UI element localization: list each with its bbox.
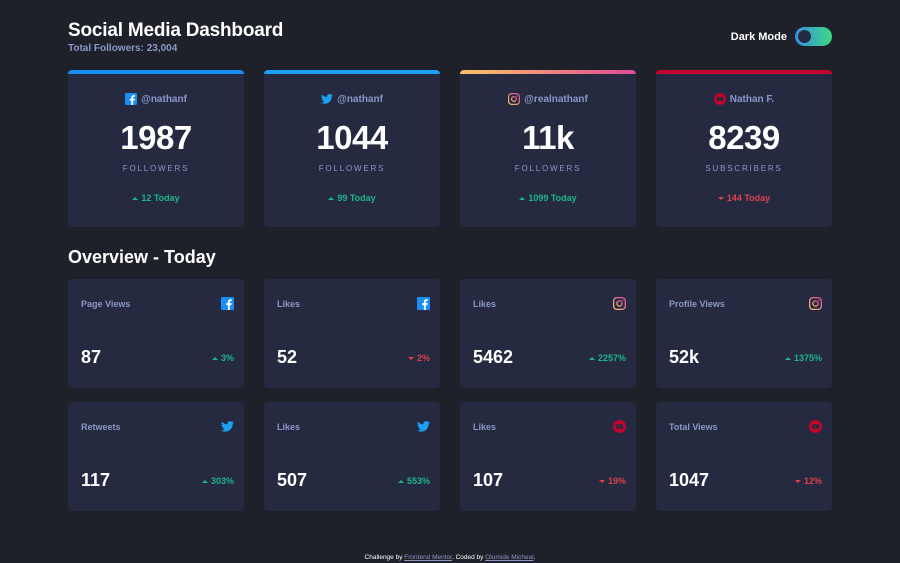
today-change: 99 Today <box>337 193 376 203</box>
total-followers: Total Followers: 23,004 <box>68 43 178 54</box>
card-top-bar <box>656 70 832 74</box>
youtube-icon <box>809 420 822 433</box>
facebook-icon <box>125 93 138 105</box>
card-handle: @realnathanf <box>524 93 588 105</box>
overview-percent: 2257% <box>597 353 626 363</box>
overview-label: Likes <box>277 422 301 432</box>
arrow-down-icon <box>794 479 801 483</box>
overview-label: Page Views <box>81 299 131 309</box>
follower-cards: @nathanf 1987 FOLLOWERS 12 Today @nathan… <box>68 70 832 227</box>
card-facebook[interactable]: @nathanf 1987 FOLLOWERS 12 Today <box>68 70 244 227</box>
card-twitter[interactable]: @nathanf 1044 FOLLOWERS 99 Today <box>264 70 440 227</box>
arrow-up-icon <box>328 196 335 200</box>
overview-value: 117 <box>81 470 111 490</box>
card-top-bar <box>264 70 440 74</box>
overview-title: Overview - Today <box>68 247 216 267</box>
overview-value: 1047 <box>669 470 710 490</box>
follower-count: 8239 <box>708 119 780 156</box>
attribution-footer: Challenge by Frontend Mentor. Coded by O… <box>0 554 900 561</box>
overview-card[interactable]: Page Views 87 3% <box>68 279 244 388</box>
overview-label: Likes <box>277 299 301 309</box>
facebook-icon <box>417 297 430 310</box>
author-link[interactable]: Olumide Micheal <box>485 554 534 561</box>
card-handle: @nathanf <box>141 93 187 105</box>
instagram-icon <box>809 297 822 310</box>
overview-percent: 12% <box>803 476 822 486</box>
overview-card[interactable]: Retweets 117 303% <box>68 402 244 511</box>
overview-percent: 19% <box>607 476 626 486</box>
today-change: 12 Today <box>141 193 180 203</box>
card-top-bar <box>460 70 636 74</box>
facebook-icon <box>221 297 234 310</box>
frontend-mentor-link[interactable]: Frontend Mentor <box>404 554 452 561</box>
twitter-icon <box>321 93 334 105</box>
youtube-icon <box>713 93 726 105</box>
follower-unit: SUBSCRIBERS <box>705 164 783 173</box>
arrow-up-icon <box>201 479 208 483</box>
overview-label: Profile Views <box>669 299 725 309</box>
arrow-down-icon <box>407 356 414 360</box>
overview-percent: 3% <box>220 353 234 363</box>
page-header: Social Media Dashboard Total Followers: … <box>68 20 283 54</box>
card-top-bar <box>68 70 244 74</box>
overview-label: Likes <box>473 299 497 309</box>
overview-percent: 553% <box>406 476 430 486</box>
overview-value: 52 <box>277 347 298 367</box>
arrow-up-icon <box>132 196 139 200</box>
overview-value: 87 <box>81 347 102 367</box>
page-title: Social Media Dashboard <box>68 20 284 41</box>
twitter-icon <box>417 420 430 433</box>
overview-value: 107 <box>473 470 504 490</box>
today-change: 144 Today <box>726 193 771 203</box>
overview-card[interactable]: Likes 5462 2257% <box>460 279 636 388</box>
follower-count: 11k <box>522 119 574 156</box>
footer-prefix: Challenge by <box>364 554 403 561</box>
arrow-up-icon <box>588 356 595 360</box>
card-youtube[interactable]: Nathan F. 8239 SUBSCRIBERS 144 Today <box>656 70 832 227</box>
arrow-down-icon <box>598 479 605 483</box>
arrow-up-icon <box>784 356 791 360</box>
overview-card[interactable]: Likes 52 2% <box>264 279 440 388</box>
twitter-icon <box>221 420 234 433</box>
instagram-icon <box>508 93 521 105</box>
instagram-icon <box>613 297 626 310</box>
toggle-knob <box>798 30 811 43</box>
overview-label: Likes <box>473 422 497 432</box>
card-instagram[interactable]: @realnathanf 11k FOLLOWERS 1099 Today <box>460 70 636 227</box>
footer-suffix: . <box>533 554 536 561</box>
overview-label: Total Views <box>669 422 718 432</box>
follower-unit: FOLLOWERS <box>514 164 582 173</box>
follower-count: 1044 <box>316 119 388 156</box>
overview-value: 507 <box>277 470 308 490</box>
overview-label: Retweets <box>81 422 121 432</box>
overview-percent: 2% <box>416 353 430 363</box>
follower-count: 1987 <box>120 119 192 156</box>
follower-unit: FOLLOWERS <box>122 164 190 173</box>
card-handle: Nathan F. <box>729 93 775 105</box>
dark-mode-control: Dark Mode <box>731 27 832 46</box>
overview-value: 52k <box>669 347 700 367</box>
dark-mode-toggle[interactable] <box>795 27 832 46</box>
overview-percent: 303% <box>210 476 234 486</box>
overview-percent: 1375% <box>793 353 822 363</box>
overview-card[interactable]: Likes 107 19% <box>460 402 636 511</box>
overview-card[interactable]: Likes 507 553% <box>264 402 440 511</box>
overview-value: 5462 <box>473 347 514 367</box>
card-handle: @nathanf <box>337 93 383 105</box>
today-change: 1099 Today <box>528 193 577 203</box>
arrow-up-icon <box>211 356 218 360</box>
overview-card[interactable]: Profile Views 52k 1375% <box>656 279 832 388</box>
footer-middle: . Coded by <box>451 554 484 561</box>
arrow-down-icon <box>717 196 724 200</box>
dark-mode-label: Dark Mode <box>730 30 787 43</box>
overview-card[interactable]: Total Views 1047 12% <box>656 402 832 511</box>
youtube-icon <box>613 420 626 433</box>
follower-unit: FOLLOWERS <box>318 164 386 173</box>
arrow-up-icon <box>397 479 404 483</box>
arrow-up-icon <box>519 196 526 200</box>
